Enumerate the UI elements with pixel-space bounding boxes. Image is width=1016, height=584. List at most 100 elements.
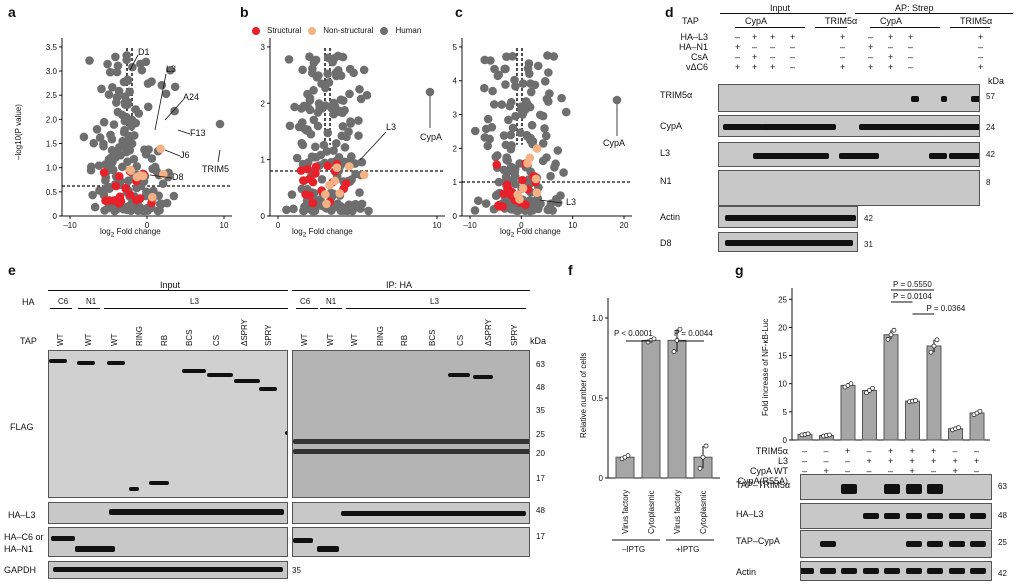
g-point	[827, 432, 832, 438]
f-group-label: –IPTG	[622, 545, 645, 554]
volcano-b-point-human	[290, 102, 299, 112]
volcano-b-point-human	[297, 138, 307, 148]
volcano-c-point-human	[499, 131, 509, 140]
g-band	[862, 568, 879, 574]
volcano-c-point-human	[490, 64, 499, 74]
d-band	[723, 124, 763, 130]
volcano-a-point-human	[131, 118, 141, 128]
volcano-a-point-human	[100, 206, 109, 215]
d-sign: –	[840, 42, 846, 52]
g-sign: +	[952, 456, 958, 466]
e-ha-label: HA	[22, 297, 35, 307]
e-ha-rule	[320, 308, 342, 309]
volcano-b-point-human	[357, 199, 367, 209]
d-tap-group: TRIM5α	[960, 16, 993, 26]
volcano-a-ytick-label: 0	[53, 212, 58, 221]
volcano-a-point-human	[113, 107, 123, 117]
volcano-b-point-nonstructural	[320, 190, 330, 199]
g-band	[905, 513, 922, 519]
volcano-c-point-human	[510, 165, 520, 174]
e-band	[285, 431, 287, 435]
volcano-b-point-structural	[311, 162, 321, 172]
volcano-a-point-human	[120, 98, 130, 107]
g-band	[801, 568, 814, 574]
volcano-a-point-human	[108, 82, 117, 92]
f-category-label: Virus factory	[621, 490, 630, 534]
d-sign: –	[888, 42, 894, 52]
d-row-label: CsA	[690, 52, 708, 62]
e-band	[317, 546, 339, 552]
g-band	[970, 541, 986, 547]
f-ytick-label: 0.5	[592, 394, 604, 403]
g-band	[862, 513, 879, 519]
g-sign: +	[974, 456, 980, 466]
volcano-a-ytick-label: 2.5	[46, 91, 58, 100]
volcano-c-point-human	[508, 51, 517, 61]
volcano-b-point-human	[354, 131, 363, 140]
e-blot-label-flag: FLAG	[10, 422, 34, 432]
d-sign: +	[790, 32, 796, 42]
volcano-a-point-human	[94, 161, 104, 170]
volcano-b-annotation: CypA	[420, 132, 442, 142]
d-band	[929, 152, 947, 159]
d-blot-label: N1	[660, 176, 672, 186]
g-band	[927, 513, 943, 519]
e-ha-group: L3	[190, 297, 199, 306]
volcano-c-point-human	[480, 133, 490, 142]
volcano-a-annotation: L3	[166, 64, 176, 74]
e-blot-label-gapdh: GAPDH	[4, 565, 37, 575]
volcano-c-point-human	[516, 128, 525, 138]
volcano-a-point-human	[86, 165, 96, 175]
e-band	[107, 361, 125, 365]
d-blot-3	[718, 170, 980, 206]
volcano-a-point-nonstructural	[125, 165, 135, 175]
volcano-c-point-human	[494, 177, 504, 187]
volcano-a-point-human	[97, 84, 106, 94]
volcano-b-point-nonstructural	[332, 163, 342, 172]
volcano-a-point-human	[109, 120, 119, 129]
volcano-a-point-human	[134, 109, 144, 118]
d-group-rule	[950, 27, 990, 28]
d-band	[839, 152, 879, 159]
e-side-marker: 48	[536, 506, 545, 515]
e-band	[77, 361, 95, 365]
d-band	[911, 96, 919, 102]
g-band	[970, 568, 986, 574]
g-sign: +	[888, 446, 894, 456]
panel-label-e: e	[8, 262, 16, 278]
volcano-a-point-human	[111, 52, 120, 62]
volcano-b-point-human	[346, 117, 355, 126]
volcano-c-point-human	[486, 56, 495, 65]
g-band	[819, 541, 836, 547]
volcano-c-xtick-label: 0	[519, 221, 524, 230]
e-ha-rule	[346, 308, 526, 309]
volcano-b-point-human	[344, 127, 353, 137]
d-sign: +	[888, 32, 894, 42]
d-sign: +	[752, 52, 758, 62]
g-sign: +	[909, 446, 915, 456]
g-sign: +	[952, 466, 958, 476]
d-band	[796, 124, 836, 130]
e-ha-group: N1	[86, 297, 97, 306]
volcano-a-point-human	[141, 149, 151, 159]
e-band	[149, 481, 169, 485]
g-band	[927, 568, 943, 574]
d-sign: +	[888, 62, 894, 72]
volcano-a-ytick-label: 1.5	[46, 140, 58, 149]
volcano-c-point-structural	[492, 160, 502, 169]
volcano-c-point-human	[504, 115, 513, 125]
d-sign: –	[840, 52, 846, 62]
g-sign: +	[866, 456, 872, 466]
volcano-a-point-structural	[125, 190, 135, 200]
g-blot-3	[800, 561, 992, 581]
g-row-label: CypA WT	[749, 466, 788, 476]
d-band	[949, 152, 979, 159]
d-sign: +	[868, 42, 874, 52]
g-blot-label: TAP–CypA	[736, 536, 780, 546]
g-band	[948, 513, 965, 519]
volcano-a-point-structural	[121, 183, 130, 193]
volcano-b-point-structural	[296, 166, 306, 175]
volcano-b-point-human	[323, 69, 332, 79]
volcano-a-point-human	[95, 133, 105, 142]
e-ha-group: C6	[58, 297, 69, 306]
